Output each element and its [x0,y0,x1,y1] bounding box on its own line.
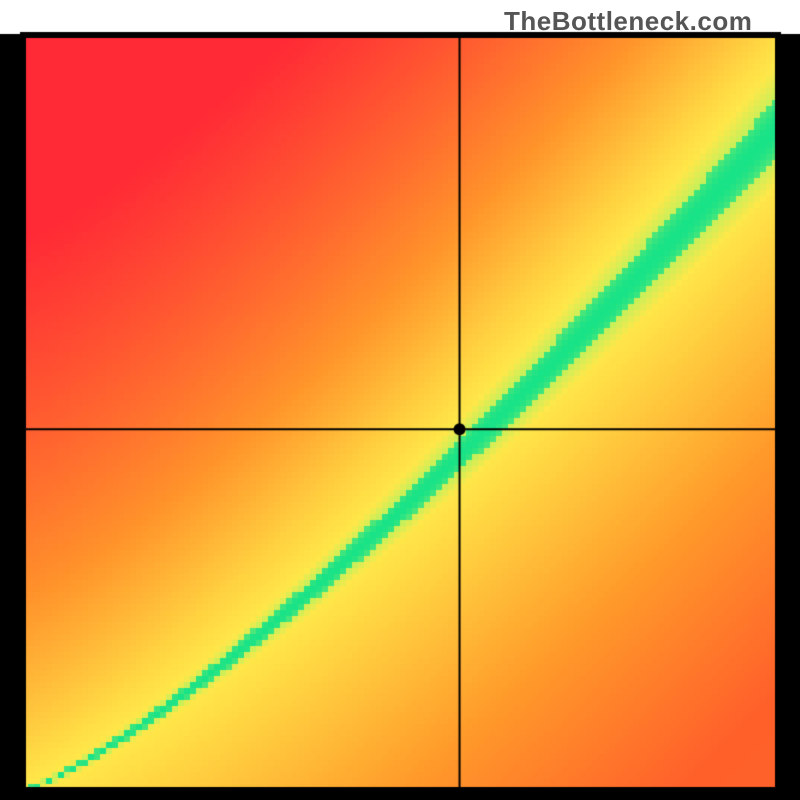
bottleneck-heatmap [0,0,800,800]
chart-container: TheBottleneck.com [0,0,800,800]
watermark-text: TheBottleneck.com [504,6,752,37]
